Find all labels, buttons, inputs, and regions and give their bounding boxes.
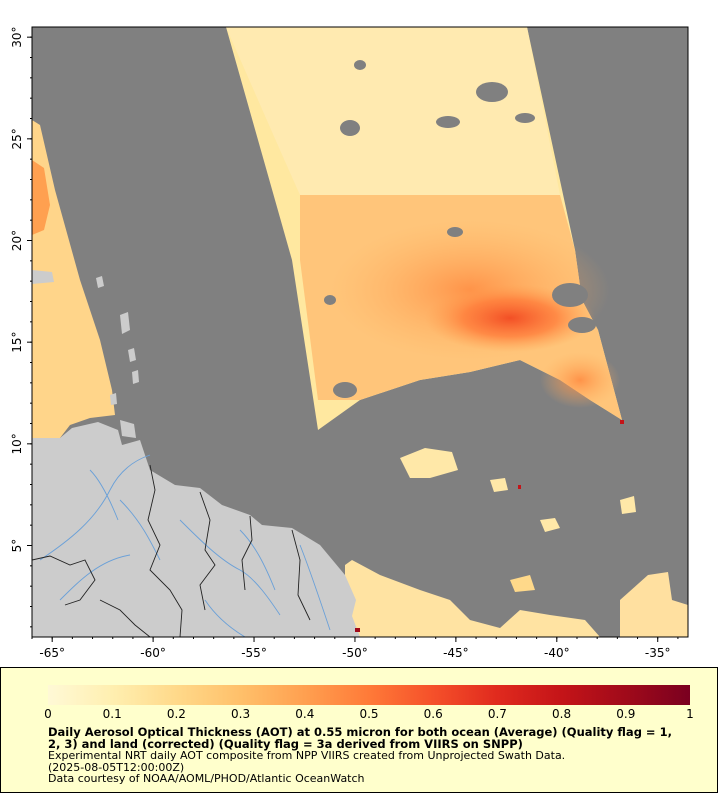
lat-tick-label: 30°	[10, 27, 24, 48]
lon-tick-label: -60°	[140, 646, 166, 660]
longitude-axis: -65° -60° -55° -50° -45° -40° -35°	[31, 637, 679, 660]
colorbar-tick-label: 0.1	[102, 707, 122, 721]
swath-west	[32, 120, 115, 438]
country-borders	[32, 464, 311, 637]
colorbar-tick-label: 0.9	[616, 707, 636, 721]
colorbar-tick-label: 0.4	[295, 707, 315, 721]
swath-main-north	[226, 27, 560, 195]
lat-tick-label: 15°	[10, 332, 24, 353]
lat-tick-label: 20°	[10, 230, 24, 251]
colorbar-tick-label: 0.6	[423, 707, 443, 721]
colorbar-tick-label: 0.5	[359, 707, 379, 721]
latitude-axis: 5° 10° 15° 20° 25° 30°	[10, 27, 32, 628]
colorbar-tick-label: 1	[686, 707, 694, 721]
lon-tick-label: -55°	[241, 646, 267, 660]
lat-tick-label: 5°	[10, 539, 24, 553]
lon-tick-label: -50°	[342, 646, 368, 660]
high-aot-speck	[355, 628, 360, 632]
lat-tick-label: 10°	[10, 433, 24, 454]
rivers	[39, 454, 331, 637]
lon-tick-label: -40°	[544, 646, 570, 660]
swath-south	[345, 448, 688, 637]
colorbar-tick-label: 0.2	[166, 707, 186, 721]
colorbar-tick-label: 0.3	[231, 707, 251, 721]
colorbar-tick-label: 0.7	[487, 707, 507, 721]
caption-title-line2: 2, 3) and land (corrected) (Quality flag…	[48, 737, 523, 751]
aot-colorbar	[48, 685, 690, 705]
caption-description: Experimental NRT daily AOT composite fro…	[48, 749, 566, 762]
lon-tick-label: -45°	[443, 646, 469, 660]
lon-tick-label: -65°	[39, 646, 65, 660]
land-south-america	[32, 422, 360, 637]
colorbar-tick-label: 0	[44, 707, 52, 721]
dust-plume-tail	[540, 352, 620, 408]
lat-tick-label: 25°	[10, 128, 24, 149]
colorbar-tick-label: 0.8	[552, 707, 572, 721]
lon-tick-label: -35°	[645, 646, 671, 660]
high-aot-speck	[620, 420, 624, 424]
dust-plume-core	[425, 284, 595, 352]
legend-panel: 0 0.1 0.2 0.3 0.4 0.5 0.6 0.7 0.8 0.9 1 Daily Aero…	[0, 667, 718, 793]
high-aot-speck	[518, 485, 521, 489]
swath-gaps	[324, 60, 596, 398]
swath-west-edge	[32, 160, 50, 235]
caption-title-line1: Daily Aerosol Optical Thickness (AOT) at…	[48, 725, 672, 739]
caribbean-islands	[32, 270, 139, 438]
plot-frame	[31, 26, 689, 638]
caption-credit: Data courtesy of NOAA/AOML/PHOD/Atlantic…	[48, 772, 365, 785]
caption-date: (2025-08-05T12:00:00Z)	[48, 760, 185, 774]
aot-map: -65° -60° -55° -50° -45° -40° -35° 5° 10° 15° 20°…	[10, 26, 689, 660]
map-caption: Daily Aerosol Optical Thickness (AOT) at…	[48, 726, 688, 785]
